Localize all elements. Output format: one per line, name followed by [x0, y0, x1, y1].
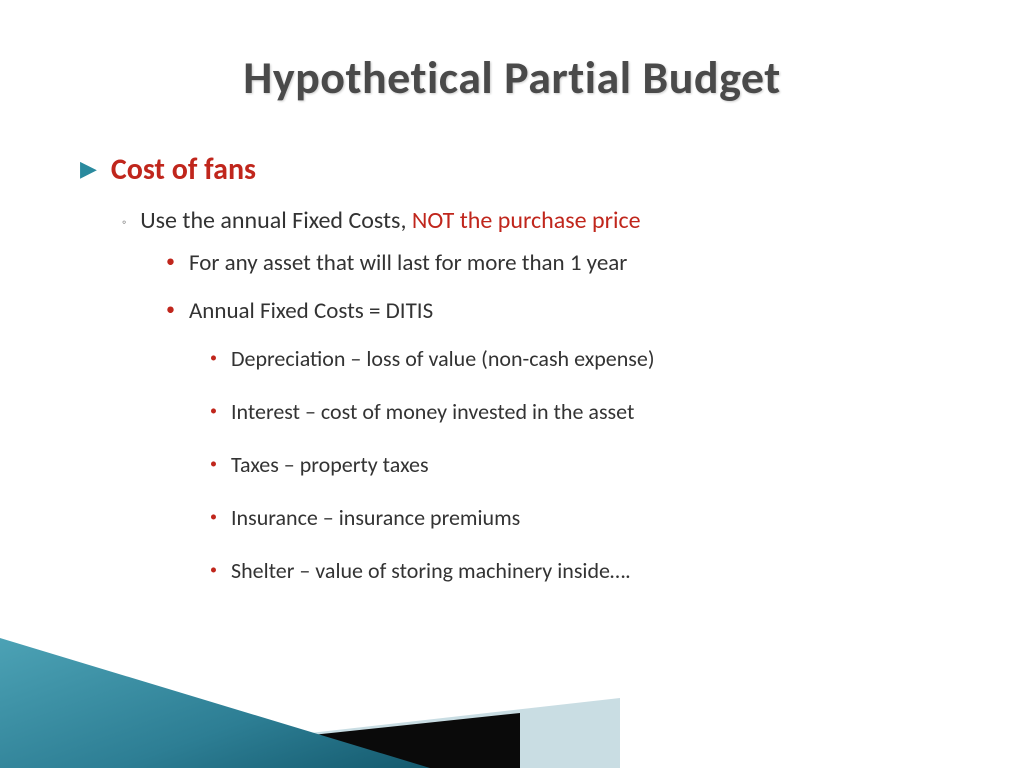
list-item: • Interest – cost of money invested in t…	[210, 398, 944, 425]
list-item: • Shelter – value of storing machinery i…	[210, 557, 944, 584]
dot-bullet-icon: •	[166, 300, 175, 318]
l4-text: Depreciation – loss of value (non-cash e…	[231, 345, 655, 372]
dot-bullet-icon: •	[210, 404, 217, 418]
triangle-bullet-icon: ▶	[80, 155, 97, 182]
l3-text: For any asset that will last for more th…	[189, 249, 627, 277]
l2-prefix: Use the annual Fixed Costs,	[140, 206, 412, 235]
list-item: ◦ Use the annual Fixed Costs, NOT the pu…	[122, 206, 944, 235]
dot-bullet-icon: •	[210, 510, 217, 524]
slide-content: ▶ Cost of fans ◦ Use the annual Fixed Co…	[0, 106, 1024, 584]
dot-bullet-icon: •	[210, 457, 217, 471]
l4-text: Taxes – property taxes	[231, 451, 429, 478]
list-item: • Taxes – property taxes	[210, 451, 944, 478]
l4-text: Shelter – value of storing machinery ins…	[231, 557, 631, 584]
dot-bullet-icon: •	[210, 351, 217, 365]
slide-title: Hypothetical Partial Budget	[0, 0, 1024, 106]
dot-bullet-icon: •	[210, 563, 217, 577]
l1-text: Cost of fans	[111, 151, 256, 188]
l3-text: Annual Fixed Costs = DITIS	[189, 297, 433, 325]
l2-emphasis: NOT the purchase price	[412, 206, 641, 235]
circle-bullet-icon: ◦	[122, 216, 126, 230]
l2-text: Use the annual Fixed Costs, NOT the purc…	[140, 206, 640, 235]
l4-text: Insurance – insurance premiums	[231, 504, 520, 531]
list-item: • Insurance – insurance premiums	[210, 504, 944, 531]
l4-text: Interest – cost of money invested in the…	[231, 398, 634, 425]
list-item: • Depreciation – loss of value (non-cash…	[210, 345, 944, 372]
list-item: • For any asset that will last for more …	[166, 249, 944, 277]
list-item: ▶ Cost of fans	[80, 151, 944, 188]
dot-bullet-icon: •	[166, 252, 175, 270]
list-item: • Annual Fixed Costs = DITIS	[166, 297, 944, 325]
